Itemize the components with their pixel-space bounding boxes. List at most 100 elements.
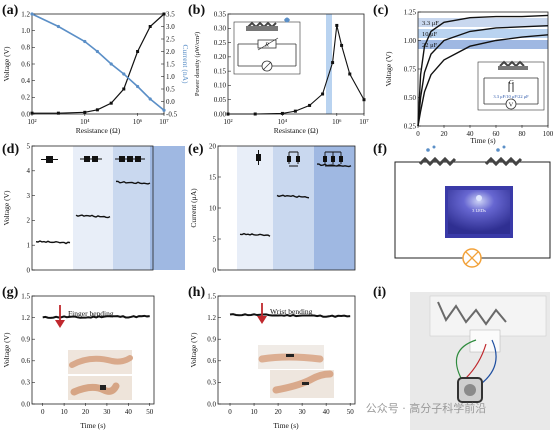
h-x-tick-label: 20 (275, 408, 283, 416)
current-point (56, 24, 61, 29)
undefined-tick-label: 0.3 (207, 379, 216, 387)
optimal-resistance-highlight (326, 14, 332, 114)
charging-curve-line (417, 34, 549, 127)
h-x-tick-label: 50 (347, 408, 355, 416)
region-3-devices (150, 146, 185, 270)
undefined-tick-label: 0.9 (207, 336, 216, 344)
undefined-tick-label: 1.25 (404, 8, 417, 16)
power-density-point (362, 98, 366, 102)
g-x-tick-label: 10 (61, 408, 69, 416)
undefined-tick-label: 2.0 (166, 48, 175, 56)
undefined-tick-label: 0.15 (214, 67, 227, 75)
panel-a-frame (31, 13, 165, 115)
undefined-tick-label: 0.50 (404, 94, 417, 102)
voltage-point (136, 50, 140, 53)
power-density-point (293, 109, 297, 113)
voltage-point (83, 110, 87, 114)
inset-voltmeter-label: V (509, 102, 514, 109)
undefined-tick-label: 1.00 (404, 37, 417, 45)
panel-e-ylabel: Current (μA) (189, 188, 198, 228)
d-output-segment (115, 180, 151, 185)
undefined-tick-label: 0.25 (404, 122, 417, 130)
legend-3-3uF: 3.3 μF (422, 20, 439, 27)
d-output-segment (75, 214, 111, 219)
wrist-bending-photo (258, 345, 334, 398)
g-x-tick-label: 30 (103, 408, 111, 416)
voltage-point (56, 111, 60, 115)
g-x-tick-label: 0 (41, 408, 45, 416)
e-output-segment (276, 194, 310, 199)
panel-g-xlabel: Time (s) (80, 421, 106, 430)
legend-10uF: 10 μF (422, 31, 438, 38)
undefined-tick-label: 1.2 (21, 10, 30, 18)
panel-g-label: (g) (2, 285, 19, 300)
undefined-tick-label: 1.0 (21, 27, 30, 35)
undefined-tick-label: 1.5 (166, 60, 175, 68)
breadboard (469, 329, 501, 353)
e-output-segment (316, 163, 352, 168)
undefined-tick-label: 0.9 (21, 336, 30, 344)
voltage-point (95, 108, 99, 112)
e-output-segment (239, 232, 271, 237)
power-density-point (226, 112, 230, 116)
panel-c-ylabel: Voltage (V) (384, 51, 393, 87)
power-density-point (321, 92, 325, 96)
region-1-device (237, 146, 273, 270)
panel-d-label: (d) (2, 142, 19, 157)
undefined-tick-label: 0.75 (404, 65, 417, 73)
panel-a-xlabel: Resistance (Ω) (76, 126, 121, 135)
band-3-3uF (418, 18, 548, 27)
current-point (95, 49, 99, 54)
panel-b-xlabel: Resistance (Ω) (274, 126, 319, 135)
undefined-tick-label: 0.0 (21, 110, 30, 118)
undefined-tick-label: 5 (213, 235, 217, 243)
c-x-tick-label: 80 (519, 130, 527, 138)
b-x-tick-label: 10⁶ (332, 118, 342, 126)
parallel-device-icons (256, 150, 343, 167)
panel-c: 0.250.500.751.001.250 20 40 60 80 100 3.3 μF … (384, 8, 554, 145)
undefined-tick-label: 15 (209, 173, 217, 181)
panel-h-xlabel: Time (s) (273, 421, 299, 430)
finger-bending-photo (68, 350, 133, 400)
undefined-tick-label: 0.5 (166, 85, 175, 93)
region-2-devices (273, 146, 314, 270)
c-x-tick-label: 60 (493, 130, 501, 138)
power-density-point (348, 72, 352, 76)
panel-d: 0 1 2 3 4 5 Voltage (V) (2, 142, 185, 274)
voltage-series-line (32, 13, 165, 114)
charging-curve-line (417, 14, 549, 127)
power-density-point (340, 43, 344, 47)
undefined-tick-label: 0.3 (21, 379, 30, 387)
teng-device-2 (484, 156, 523, 167)
undefined-tick-label: 0.0 (166, 98, 175, 106)
undefined-tick-label: 1.0 (166, 73, 175, 81)
current-point (148, 97, 152, 101)
undefined-tick-label: -0.5 (166, 110, 178, 118)
b-x-tick-label: 10⁴ (278, 118, 288, 126)
panel-a-ylabel-left: Voltage (V) (2, 46, 11, 82)
c-x-tick-label: 0 (416, 130, 420, 138)
current-point (83, 39, 87, 44)
panel-c-label: (c) (373, 3, 389, 18)
a-x-tick-label: 10² (27, 118, 36, 126)
undefined-tick-label: 0.4 (21, 77, 30, 85)
panel-e-label: (e) (188, 142, 204, 157)
panel-g-frame (31, 295, 155, 405)
undefined-tick-label: 0.6 (21, 357, 30, 365)
undefined-tick-label: 1.5 (21, 292, 30, 300)
panel-e: 0 5 10 15 20 Current (μA) (189, 142, 356, 274)
undefined-tick-label: 0.05 (214, 96, 227, 104)
lit-led (476, 195, 482, 201)
board-text: 3 LEDs (472, 208, 486, 213)
wrist-bending-annotation: Wrist bending (270, 307, 313, 316)
charging-curve-line (417, 24, 549, 127)
undefined-tick-label: 0.30 (214, 25, 227, 33)
undefined-tick-label: 3 (27, 192, 31, 200)
voltage-point (109, 101, 113, 105)
undefined-tick-label: 0.0 (21, 400, 30, 408)
panel-f: 3 LEDs (394, 145, 551, 268)
power-density-point (280, 111, 284, 115)
panel-a-ylabel-right: Current (nA) (181, 45, 190, 84)
watermark-text: 公众号 · 高分子科学前沿 (366, 401, 487, 415)
panel-i-photo (410, 292, 550, 430)
